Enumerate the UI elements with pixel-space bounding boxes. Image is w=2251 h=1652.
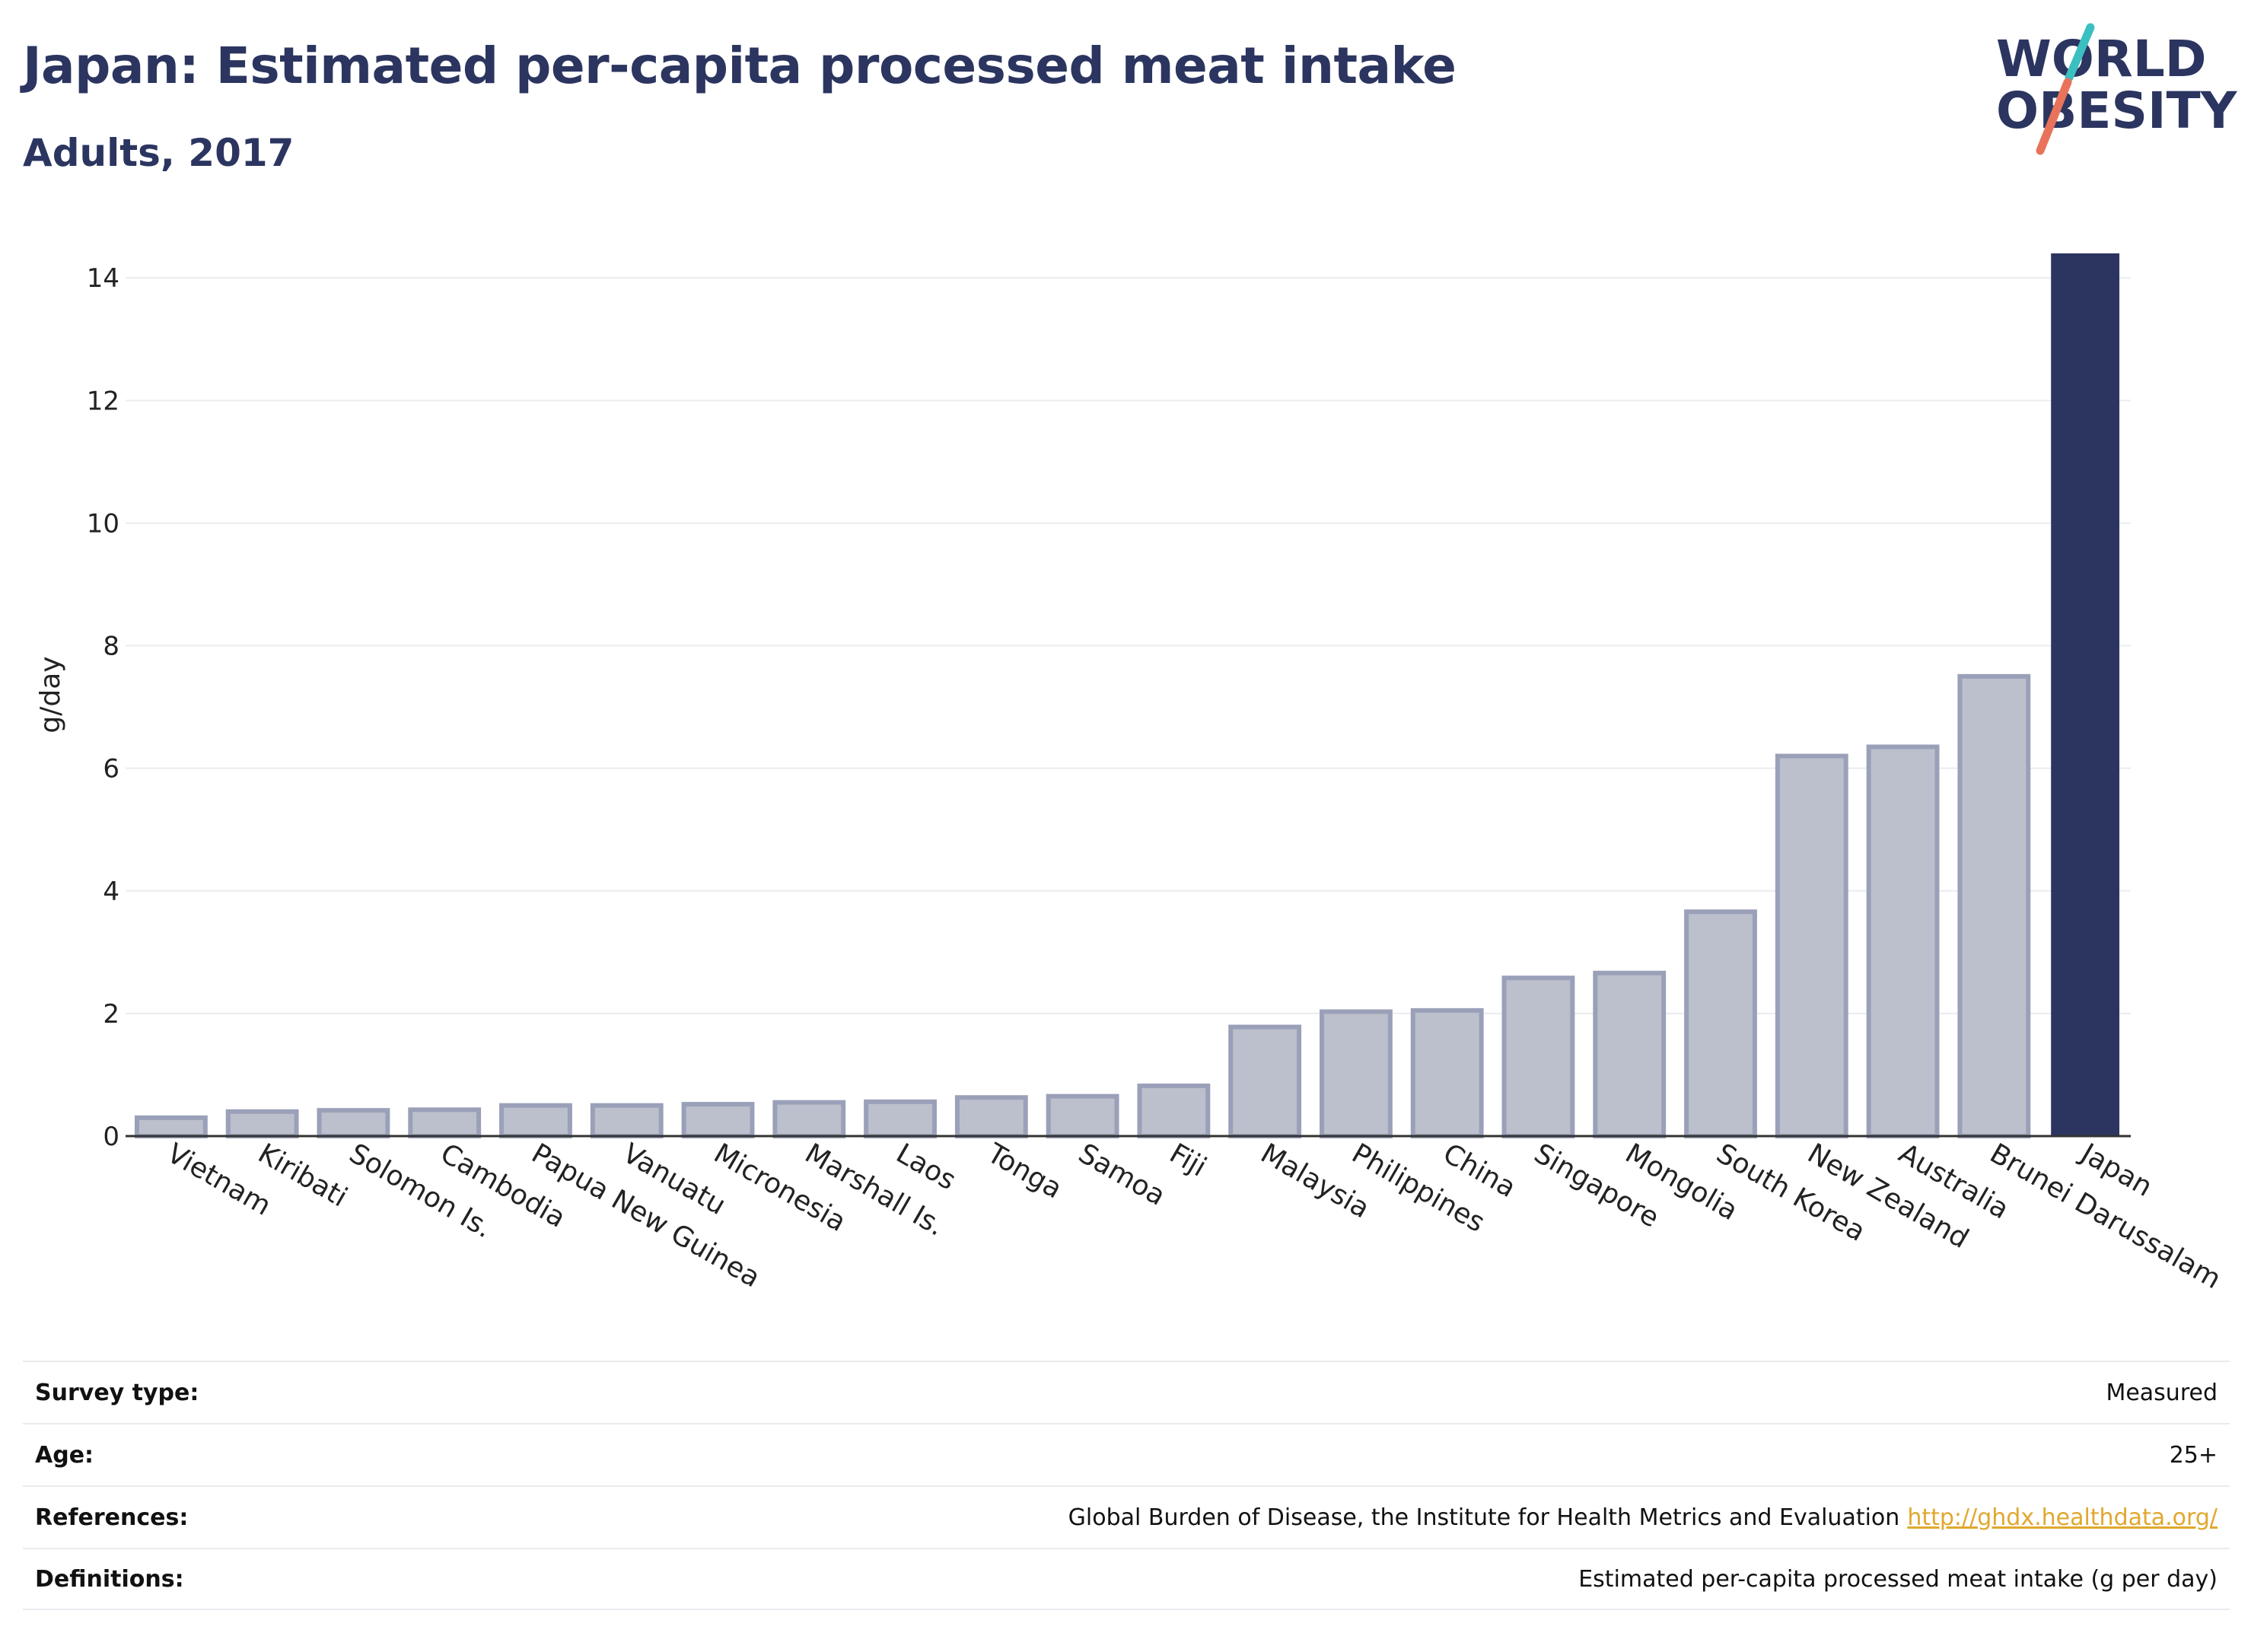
logo-slash-coral-icon xyxy=(2036,78,2072,155)
y-tick-label: 6 xyxy=(103,754,119,785)
info-key: References: xyxy=(35,1504,189,1531)
info-key: Survey type: xyxy=(35,1379,199,1406)
logo-slash-teal-icon xyxy=(2065,23,2095,82)
bar-china xyxy=(1410,1007,1484,1138)
y-tick-label: 8 xyxy=(103,632,119,662)
bar-philippines xyxy=(1320,1009,1393,1138)
bar-singapore xyxy=(1501,976,1575,1138)
info-row-age: Age: 25+ xyxy=(23,1423,2230,1485)
bar-vanuatu xyxy=(590,1103,664,1138)
reference-link[interactable]: http://ghdx.healthdata.org/ xyxy=(1907,1504,2218,1531)
bar-south-korea xyxy=(1684,909,1757,1139)
bar-malaysia xyxy=(1228,1024,1302,1138)
bar-fiji xyxy=(1137,1083,1211,1139)
x-tick-label: Samoa xyxy=(1073,1138,1170,1212)
info-row-survey-type: Survey type: Measured xyxy=(23,1361,2230,1423)
info-value-references: Global Burden of Disease, the Institute … xyxy=(1068,1504,2218,1531)
info-value: Estimated per-capita processed meat inta… xyxy=(1578,1565,2218,1593)
bar-japan xyxy=(2051,253,2120,1136)
bar-tonga xyxy=(954,1095,1028,1138)
x-tick-label: Vietnam xyxy=(161,1138,275,1222)
logo-line1: WORLD xyxy=(1996,30,2207,88)
y-tick-label: 14 xyxy=(87,263,119,294)
bar-samoa xyxy=(1046,1093,1119,1139)
page-title: Japan: Estimated per-capita processed me… xyxy=(23,37,1457,95)
reference-text: Global Burden of Disease, the Institute … xyxy=(1068,1504,1900,1531)
bar-new-zealand xyxy=(1775,753,1848,1138)
y-axis-title: g/day xyxy=(35,656,66,733)
info-value: 25+ xyxy=(2169,1441,2218,1469)
info-row-definitions: Definitions: Estimated per-capita proces… xyxy=(23,1548,2230,1610)
info-value: Measured xyxy=(2106,1379,2218,1406)
bar-cambodia xyxy=(408,1107,482,1138)
info-key: Age: xyxy=(35,1441,94,1469)
bar-australia xyxy=(1866,744,1940,1138)
bar-laos xyxy=(864,1099,937,1139)
x-tick-label: Tonga xyxy=(981,1138,1067,1205)
info-key: Definitions: xyxy=(35,1565,184,1593)
bar-brunei-darussalam xyxy=(1957,673,2031,1138)
page-subtitle: Adults, 2017 xyxy=(23,131,295,175)
bar-mongolia xyxy=(1593,970,1667,1138)
bar-chart: 0 2 4 6 8 10 12 14 g/day Vietnam Kiribati Solomon I… xyxy=(0,198,2251,1339)
bar-papua-new-guinea xyxy=(499,1103,572,1138)
bar-vietnam xyxy=(134,1115,208,1139)
y-tick-label: 0 xyxy=(103,1122,119,1152)
bar-kiribati xyxy=(225,1109,299,1139)
y-tick-label: 2 xyxy=(103,999,119,1030)
x-tick-label: Fiji xyxy=(1164,1138,1211,1183)
world-obesity-logo-graphic: WORLD OBESITY xyxy=(1996,23,2238,155)
info-table: Survey type: Measured Age: 25+ Reference… xyxy=(23,1361,2230,1610)
y-tick-label: 10 xyxy=(87,508,119,539)
info-row-references: References: Global Burden of Disease, th… xyxy=(23,1485,2230,1548)
y-tick-label: 4 xyxy=(103,877,119,907)
logo-line2: OBESITY xyxy=(1996,81,2238,140)
world-obesity-logo: WORLD OBESITY xyxy=(1990,21,2241,158)
bar-solomon-is xyxy=(317,1108,390,1138)
bar-marshall-is xyxy=(772,1100,846,1139)
y-tick-label: 12 xyxy=(87,386,119,416)
bar-micronesia xyxy=(681,1102,755,1138)
